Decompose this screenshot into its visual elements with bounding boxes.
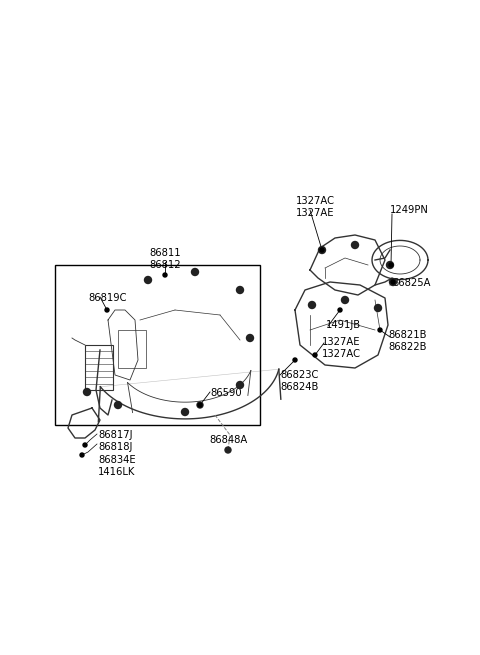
Text: 86848A: 86848A xyxy=(209,435,247,445)
Text: 86823C
86824B: 86823C 86824B xyxy=(280,370,318,392)
Circle shape xyxy=(309,301,315,309)
Circle shape xyxy=(197,402,203,408)
Circle shape xyxy=(338,308,342,312)
Circle shape xyxy=(181,409,189,415)
Text: 1249PN: 1249PN xyxy=(390,205,429,215)
Circle shape xyxy=(319,246,325,253)
Text: 86817J
86818J
86834E
1416LK: 86817J 86818J 86834E 1416LK xyxy=(98,430,136,477)
Circle shape xyxy=(378,328,382,332)
Circle shape xyxy=(198,403,202,407)
Circle shape xyxy=(225,447,231,453)
Circle shape xyxy=(84,388,91,396)
Circle shape xyxy=(247,335,253,341)
Circle shape xyxy=(105,308,109,312)
Circle shape xyxy=(293,358,297,362)
Bar xyxy=(55,265,260,425)
Circle shape xyxy=(237,381,243,388)
Circle shape xyxy=(386,261,394,269)
Text: 1327AE
1327AC: 1327AE 1327AC xyxy=(322,337,361,360)
Circle shape xyxy=(391,280,395,284)
Circle shape xyxy=(115,402,121,409)
Circle shape xyxy=(320,248,324,252)
Circle shape xyxy=(80,453,84,457)
Circle shape xyxy=(144,276,152,284)
Text: 86821B
86822B: 86821B 86822B xyxy=(388,330,427,352)
Text: 86590: 86590 xyxy=(210,388,241,398)
Circle shape xyxy=(374,305,382,312)
Circle shape xyxy=(389,263,393,267)
Circle shape xyxy=(163,273,167,277)
Text: 86811
86812: 86811 86812 xyxy=(149,248,181,271)
Circle shape xyxy=(237,286,243,293)
Text: 86825A: 86825A xyxy=(392,278,431,288)
Circle shape xyxy=(313,353,317,357)
Circle shape xyxy=(389,278,396,286)
Bar xyxy=(118,330,146,368)
Circle shape xyxy=(351,242,359,248)
Circle shape xyxy=(83,443,87,447)
Bar xyxy=(85,345,113,390)
Text: 1491JB: 1491JB xyxy=(326,320,361,330)
Circle shape xyxy=(192,269,199,276)
Circle shape xyxy=(341,297,348,303)
Text: 86819C: 86819C xyxy=(88,293,127,303)
Text: 1327AC
1327AE: 1327AC 1327AE xyxy=(296,196,335,218)
